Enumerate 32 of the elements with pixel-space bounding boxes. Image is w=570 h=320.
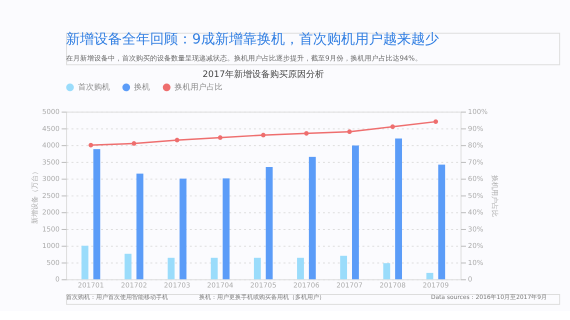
point — [218, 135, 223, 140]
bar — [210, 258, 218, 280]
bar — [297, 258, 304, 280]
point — [260, 132, 266, 138]
text: 2017年新增设备购买原因分析 — [202, 69, 324, 80]
bar — [340, 256, 348, 280]
legend-label: 首次购机 — [78, 82, 110, 92]
bar — [136, 174, 144, 280]
bar — [124, 254, 132, 280]
point — [433, 119, 438, 124]
bar — [438, 164, 446, 280]
bar — [93, 149, 100, 280]
bar — [180, 178, 186, 280]
bar — [254, 258, 261, 280]
bar — [81, 246, 88, 280]
point — [347, 129, 352, 134]
point — [304, 131, 309, 136]
bar — [352, 145, 359, 280]
bar — [395, 138, 402, 280]
bar — [383, 263, 390, 280]
point — [174, 138, 180, 142]
bar — [266, 166, 273, 280]
bar — [168, 258, 175, 280]
legend-label: 换机 — [134, 82, 150, 92]
bar — [426, 272, 434, 280]
point — [88, 142, 94, 148]
bar — [222, 178, 230, 280]
bar — [308, 156, 316, 280]
point — [132, 141, 136, 146]
point — [390, 124, 395, 130]
chart-title: 新增设备全年回顾：9成新增靠换机，首次购机用户越来越少 — [66, 32, 439, 48]
legend-label: 换机用户占比 — [174, 82, 223, 92]
